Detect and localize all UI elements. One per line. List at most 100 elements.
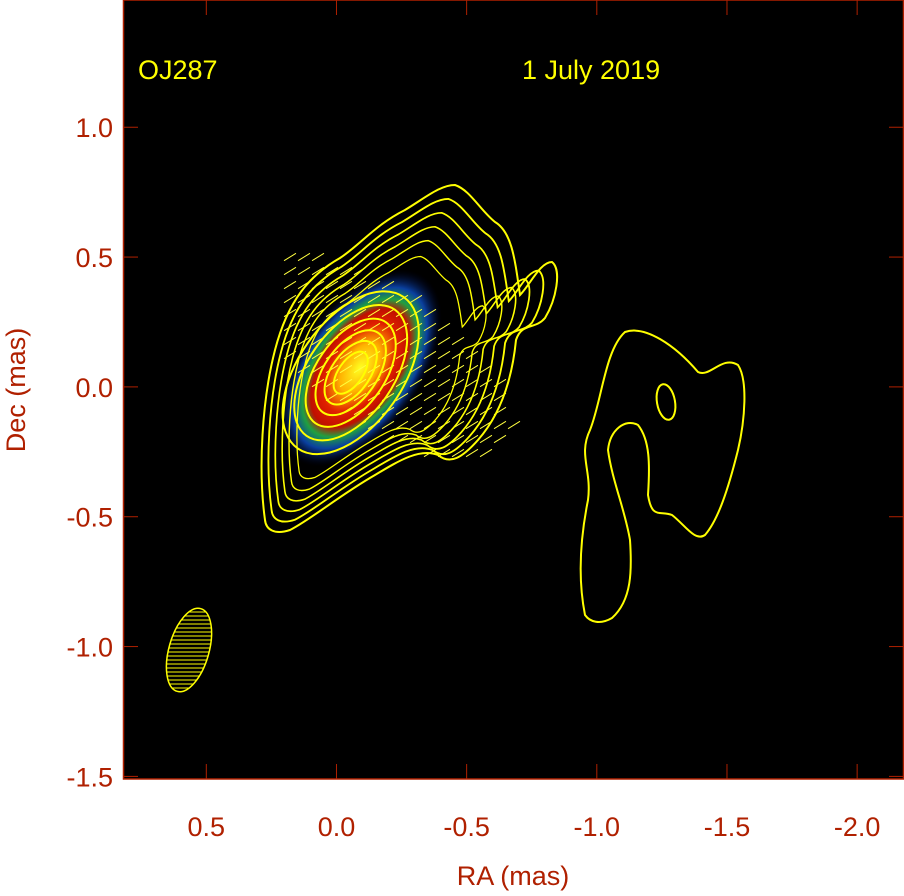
polarization-vector [311,364,325,374]
polarization-vector [507,420,521,430]
plot-background [123,0,904,779]
polarization-vector [353,308,367,318]
x-tick-label: -1.0 [574,812,621,842]
polarization-vector [297,266,311,276]
polarization-vector [353,364,367,374]
polarization-vector [465,364,479,374]
polarization-vector [395,406,409,416]
polarization-vector [339,392,353,402]
polarization-vector [381,322,395,332]
polarization-vector [409,336,423,346]
polarization-vector [409,364,423,374]
y-tick-label: -0.5 [66,503,113,533]
polarization-vector [325,280,339,290]
polarization-vector [339,280,353,290]
polarization-vector [437,378,451,388]
polarization-vector [311,308,325,318]
polarization-vector [437,392,451,402]
contour-level-9 [304,317,397,428]
polarization-vector [437,322,451,332]
source-label: OJ287 [138,55,218,85]
polarization-vector [283,280,297,290]
polarization-vector [353,294,367,304]
x-tick-label: 0.0 [318,812,356,842]
polarization-vector [381,336,395,346]
polarization-vector [395,392,409,402]
jet-contour-outer [579,329,746,623]
polarization-vector [381,294,395,304]
polarization-vector [409,378,423,388]
polarization-vector [339,308,353,318]
polarization-vector [451,406,465,416]
polarization-vector [409,294,423,304]
polarization-vector [479,364,493,374]
polarization-vector [325,266,339,276]
polarization-vector [493,420,507,430]
date-label: 1 July 2019 [522,55,660,85]
polarization-vector [465,378,479,388]
polarization-vector [465,420,479,430]
polarization-vector [423,350,437,360]
polarization-vector [423,322,437,332]
polarization-vector [423,392,437,402]
polarization-vector [423,364,437,374]
polarization-vector [437,434,451,444]
polarization-vector [465,448,479,458]
polarization-vector [367,280,381,290]
y-tick-label: 0.5 [75,243,113,273]
polarization-vector [325,294,339,304]
contours [260,184,559,533]
polarization-vector [423,378,437,388]
polarization-vector [283,308,297,318]
y-tick-label: -1.5 [66,762,113,792]
polarization-vector [437,336,451,346]
contour-level-12 [332,350,369,395]
polarization-vector [479,448,493,458]
polarization-vector [409,322,423,332]
x-tick-label: -2.0 [834,812,881,842]
x-axis-label: RA (mas) [457,861,570,891]
polarization-vector [381,420,395,430]
polarization-vector [437,364,451,374]
polarization-vector [283,266,297,276]
polarization-vector [465,406,479,416]
polarization-vector [367,336,381,346]
jet-contour-inner [655,383,677,421]
polarization-vector [283,336,297,346]
polarization-vector [353,322,367,332]
polarization-vector [367,350,381,360]
polarization-vector [437,350,451,360]
polarization-vector [395,294,409,304]
polarization-vector [283,294,297,304]
polarization-vector [367,294,381,304]
y-tick-label: 1.0 [75,113,113,143]
y-tick-label: 0.0 [75,373,113,403]
polarization-vector [311,252,325,262]
polarization-vector [297,252,311,262]
polarization-vector [423,406,437,416]
polarization-vector [465,434,479,444]
polarization-vector [409,406,423,416]
polarization-vector [423,336,437,346]
contour-level-7 [281,290,420,456]
polarization-vector [381,350,395,360]
contour-level-10 [314,329,387,417]
x-tick-label: 0.5 [188,812,226,842]
polarization-vector [451,336,465,346]
polarization-vector [367,308,381,318]
polarization-vector [409,420,423,430]
polarization-vector [283,252,297,262]
polarization-vector [381,280,395,290]
polarization-vector [381,308,395,318]
polarization-vector [479,378,493,388]
polarization-vector [451,448,465,458]
polarization-vector [325,378,339,388]
polarization-vector [353,280,367,290]
polarization-vector [395,308,409,318]
polarization-vector [339,322,353,332]
contour-level-8 [293,304,409,442]
polarization-vector [451,350,465,360]
polarization-vector [395,420,409,430]
polarization-vector [339,294,353,304]
